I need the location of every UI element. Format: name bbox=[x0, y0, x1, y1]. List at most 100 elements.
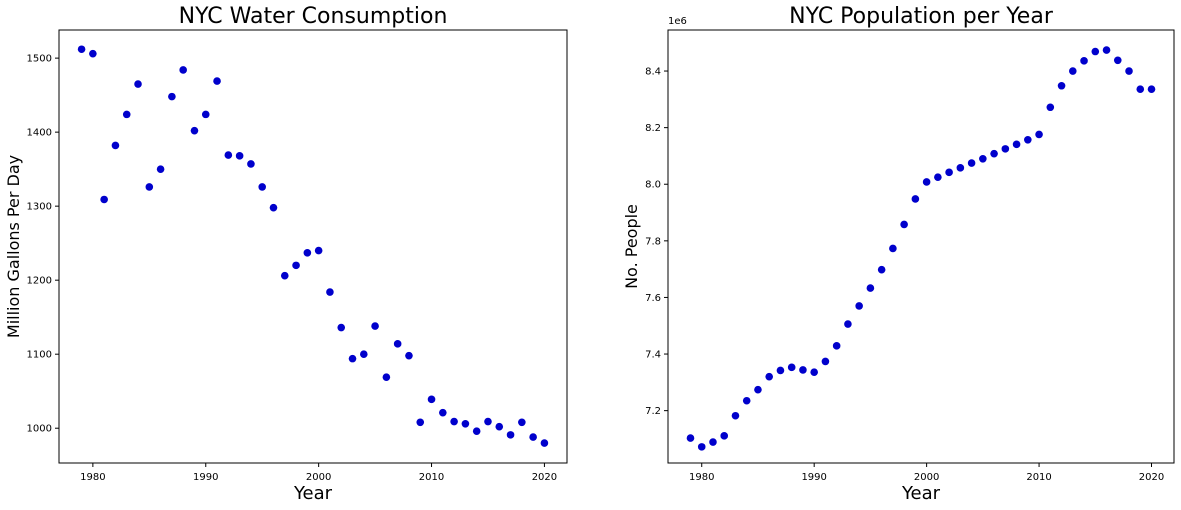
data-point bbox=[450, 417, 458, 426]
data-point bbox=[709, 438, 717, 446]
y-tick-label: 1400 bbox=[27, 128, 52, 139]
x-tick-label: 1980 bbox=[80, 472, 105, 483]
data-point bbox=[765, 372, 773, 381]
x-tick-label: 2000 bbox=[306, 472, 331, 483]
data-point bbox=[855, 302, 863, 310]
data-point bbox=[269, 203, 278, 212]
data-point bbox=[877, 265, 886, 274]
data-point bbox=[235, 152, 244, 160]
x-tick-label: 2020 bbox=[532, 472, 557, 483]
data-point bbox=[134, 80, 142, 88]
x-tick-label: 1990 bbox=[801, 472, 826, 483]
data-point bbox=[427, 395, 436, 404]
data-point bbox=[810, 368, 818, 376]
data-point bbox=[89, 49, 97, 58]
data-point bbox=[416, 418, 425, 427]
data-point bbox=[1113, 56, 1122, 65]
data-point bbox=[1035, 130, 1043, 139]
data-point bbox=[100, 195, 108, 204]
y-tick-label: 7.2 bbox=[645, 406, 661, 417]
y-tick-label: 1100 bbox=[27, 350, 52, 361]
data-point bbox=[956, 164, 965, 172]
data-point bbox=[439, 408, 447, 417]
data-point bbox=[179, 66, 187, 74]
data-point bbox=[156, 165, 165, 173]
data-point bbox=[77, 45, 86, 54]
data-point bbox=[518, 418, 526, 427]
data-point bbox=[866, 284, 875, 292]
data-point bbox=[889, 244, 897, 253]
plot-frame bbox=[58, 29, 568, 464]
data-point bbox=[922, 178, 931, 186]
y-axis-label: No. People bbox=[622, 204, 641, 289]
data-point bbox=[393, 340, 402, 348]
data-point bbox=[529, 433, 537, 441]
x-axis-label: Year bbox=[901, 483, 941, 504]
data-point bbox=[799, 366, 807, 374]
data-point bbox=[303, 248, 312, 257]
data-point bbox=[1012, 140, 1021, 149]
data-point bbox=[844, 320, 852, 328]
data-point bbox=[122, 110, 131, 119]
data-point bbox=[382, 373, 391, 381]
x-tick-label: 2000 bbox=[914, 472, 939, 483]
chart-title: NYC Population per Year bbox=[789, 4, 1054, 29]
data-point bbox=[1046, 103, 1055, 112]
data-point bbox=[224, 151, 233, 159]
data-point bbox=[213, 77, 221, 85]
data-point bbox=[190, 126, 199, 135]
data-point bbox=[145, 183, 154, 191]
data-point bbox=[506, 431, 515, 439]
data-point bbox=[945, 168, 953, 177]
data-point bbox=[1136, 85, 1145, 93]
data-point bbox=[1080, 57, 1088, 65]
data-point bbox=[495, 422, 504, 431]
data-point bbox=[731, 411, 740, 420]
x-tick-label: 1980 bbox=[689, 472, 714, 483]
data-point bbox=[1091, 47, 1100, 56]
data-point bbox=[1147, 85, 1156, 93]
y-tick-label: 8.4 bbox=[645, 67, 661, 78]
data-point bbox=[326, 288, 334, 296]
y-tick-label: 1000 bbox=[27, 424, 52, 435]
y-tick-label: 7.6 bbox=[645, 293, 661, 304]
x-tick-label: 2010 bbox=[1026, 472, 1051, 483]
data-point bbox=[461, 419, 470, 428]
data-point bbox=[258, 183, 267, 191]
data-point bbox=[280, 271, 289, 280]
x-axis-label: Year bbox=[293, 483, 333, 504]
data-point bbox=[405, 351, 413, 360]
data-point bbox=[900, 220, 908, 229]
y-tick-label: 1500 bbox=[27, 54, 52, 65]
data-point bbox=[979, 154, 987, 163]
data-point bbox=[1001, 145, 1010, 153]
data-point bbox=[201, 110, 210, 119]
data-point bbox=[754, 385, 762, 394]
y-tick-label: 1300 bbox=[27, 202, 52, 213]
data-point bbox=[371, 322, 379, 330]
x-tick-label: 2010 bbox=[419, 472, 444, 483]
x-tick-label: 2020 bbox=[1139, 472, 1164, 483]
data-point bbox=[720, 432, 729, 440]
data-point bbox=[540, 439, 549, 447]
chart-population: NYC Population per Year 1980 1990 2000 2010 2… bbox=[622, 4, 1175, 504]
data-point bbox=[292, 261, 300, 270]
data-point bbox=[168, 92, 176, 101]
y-tick-label: 8.0 bbox=[645, 180, 661, 191]
y-tick-label: 1200 bbox=[27, 276, 52, 287]
data-point bbox=[934, 173, 942, 181]
y-tick-label: 7.4 bbox=[645, 350, 661, 361]
data-point bbox=[990, 149, 998, 158]
data-point bbox=[787, 363, 796, 372]
y-offset-label: 1e6 bbox=[668, 16, 687, 27]
data-point bbox=[1057, 81, 1066, 90]
data-point bbox=[911, 195, 920, 203]
x-tick-label: 1990 bbox=[193, 472, 218, 483]
data-point bbox=[697, 443, 706, 451]
chart-title: NYC Water Consumption bbox=[179, 4, 448, 29]
data-point bbox=[111, 141, 120, 150]
data-point bbox=[360, 350, 368, 358]
data-point bbox=[314, 246, 323, 255]
data-point bbox=[686, 434, 695, 442]
